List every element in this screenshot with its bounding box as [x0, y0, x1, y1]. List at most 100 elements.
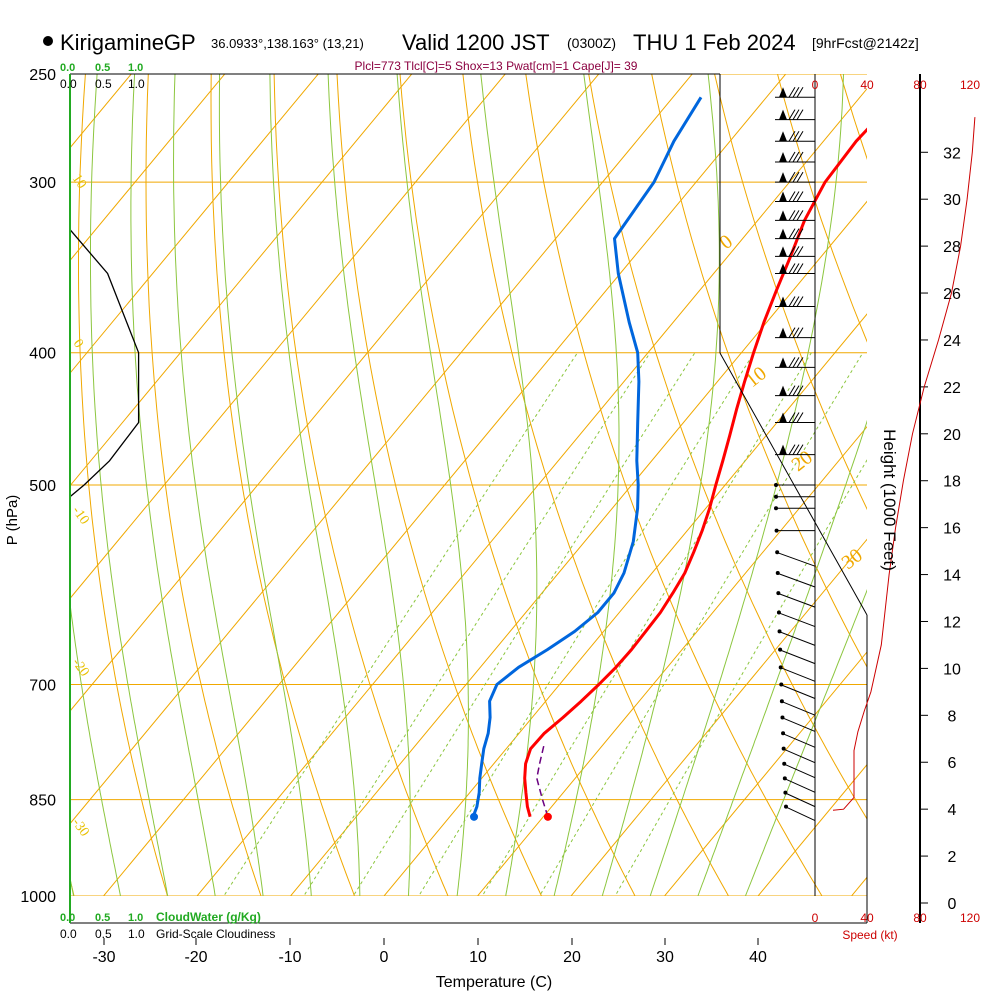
- pressure-tick-label: 250: [29, 67, 56, 84]
- speed-tick-label-bottom: 40: [860, 911, 874, 925]
- moist-adiabat-line: [396, 74, 469, 896]
- station-bullet-icon: [43, 36, 53, 46]
- wind-barbs: [774, 86, 816, 822]
- isotherm-line: [70, 74, 319, 374]
- wind-barb-pennant: [779, 412, 787, 423]
- x-axis-label: Temperature (C): [436, 974, 552, 991]
- wind-barb-flag: [782, 761, 787, 766]
- wind-barb-staff: [780, 700, 816, 716]
- height-tick-label: 18: [943, 474, 961, 491]
- wind-barb-flag: [776, 610, 781, 615]
- speed-axis-label: Speed (kt): [842, 928, 897, 942]
- dry-adiabat-line: [399, 74, 636, 896]
- wind-barb-flag: [788, 210, 796, 221]
- forecast-info: [9hrFcst@2142z]: [812, 35, 919, 51]
- wind-barb-flag: [796, 263, 804, 274]
- wind-barb-pennant: [779, 228, 787, 239]
- speed-tick-label-bottom: 80: [913, 911, 927, 925]
- wind-barb-flag: [792, 444, 800, 455]
- speed-tick-label-bottom: 120: [960, 911, 980, 925]
- dry-adiabat-line: [525, 74, 823, 896]
- cloudwater-tick-bottom: 0.0: [60, 912, 75, 924]
- height-tick-label: 32: [943, 145, 961, 162]
- height-tick-label: 28: [943, 239, 961, 256]
- cloudiness-tick-top: 0.0: [60, 77, 77, 91]
- pressure-tick-label: 300: [29, 175, 56, 192]
- wind-barb-flag: [774, 494, 778, 499]
- wind-barb-flag: [788, 412, 796, 423]
- mixing-ratio-label: 3: [355, 903, 371, 918]
- cloudwater-tick-top: 1.0: [128, 62, 143, 74]
- wind-barb-flag: [777, 629, 782, 634]
- speed-tick-label-top: 80: [913, 78, 927, 92]
- pressure-tick-label: 850: [29, 793, 56, 810]
- wind-barb-flag: [792, 86, 800, 98]
- valid-date: THU 1 Feb 2024: [633, 30, 796, 55]
- mixing-ratio-line: [418, 352, 755, 896]
- cloudiness-tick-top: 0.5: [95, 77, 112, 91]
- height-tick-label: 20: [943, 427, 961, 444]
- cloudiness-label: Grid-Scale Cloudiness: [156, 927, 275, 941]
- wind-barb-flag: [792, 296, 800, 307]
- wind-barb-pennant: [779, 109, 787, 120]
- theta-label: 10: [69, 172, 89, 192]
- cloudiness-profile: [70, 229, 140, 498]
- height-tick-label: 14: [943, 568, 961, 585]
- moist-adiabat-line: [0, 25, 33, 925]
- isotherm-line: [70, 74, 413, 487]
- axes: -30 -20 -10 0 10 20 30 402503004005007008501000…: [20, 62, 980, 966]
- dry-adiabat-line: [776, 74, 867, 343]
- mixing-ratio-line: [539, 352, 864, 896]
- wind-barb-pennant: [779, 246, 787, 257]
- pressure-tick-label: 400: [29, 346, 56, 363]
- wind-speed-line: [832, 117, 976, 811]
- sounding-curves: [70, 96, 867, 821]
- station-name: KirigamineGP: [60, 30, 196, 55]
- wind-barb-staff: [783, 763, 816, 779]
- wind-barb-flag: [796, 86, 804, 98]
- cloudiness-tick-bottom: 1.0: [128, 927, 145, 941]
- wind-barb-flag: [796, 385, 804, 396]
- sounding-params: Plcl=773 Tlcl[C]=5 Shox=13 Pwat[cm]=1 Ca…: [355, 59, 638, 73]
- mixing-ratio-line: [352, 352, 696, 896]
- speed-tick-label-top: 120: [960, 78, 980, 92]
- wind-barb-flag: [776, 591, 781, 596]
- wind-barb-flag: [796, 357, 804, 368]
- pressure-tick-label: 500: [29, 478, 56, 495]
- mixing-ratio-line: [614, 459, 867, 896]
- wind-barb-pennant: [779, 87, 787, 98]
- wind-barb-staff: [782, 748, 816, 764]
- wind-barb-flag: [792, 412, 800, 423]
- wind-barb-flag: [796, 109, 804, 120]
- cloudwater-label: CloudWater (g/Kg): [156, 910, 261, 924]
- wind-barb-pennant: [779, 444, 787, 455]
- moist-adiabat-line: [480, 74, 538, 896]
- wind-barb-flag: [788, 263, 796, 274]
- isotherm-line: [70, 74, 226, 262]
- x-tick-label: -20: [184, 949, 207, 966]
- wind-barb-flag: [788, 327, 796, 338]
- wind-barb-flag: [778, 665, 783, 670]
- wind-barb-flag: [783, 790, 788, 795]
- wind-barb-flag: [792, 130, 800, 142]
- cloudwater-tick-top: 0.5: [95, 62, 110, 74]
- thetae-label: 20: [788, 446, 817, 476]
- wind-barb-staff: [779, 666, 816, 682]
- height-tick-label: 8: [948, 708, 957, 725]
- wind-barb-flag: [792, 246, 800, 257]
- wind-barb-staff: [781, 732, 816, 748]
- theta-label: -10: [69, 504, 92, 528]
- wind-barb-flag: [779, 699, 784, 704]
- height-tick-label: 16: [943, 521, 961, 538]
- isotherm-line: [663, 651, 867, 896]
- isotherm-line: [570, 538, 867, 896]
- wind-barb-flag: [796, 151, 804, 163]
- y-axis-label: P (hPa): [4, 495, 21, 546]
- wind-barb-pennant: [779, 263, 787, 274]
- wind-barb-flag: [788, 86, 796, 98]
- moist-adiabat-line: [553, 74, 620, 896]
- valid-time: Valid 1200 JST: [402, 30, 550, 55]
- wind-barb-flag: [792, 171, 800, 183]
